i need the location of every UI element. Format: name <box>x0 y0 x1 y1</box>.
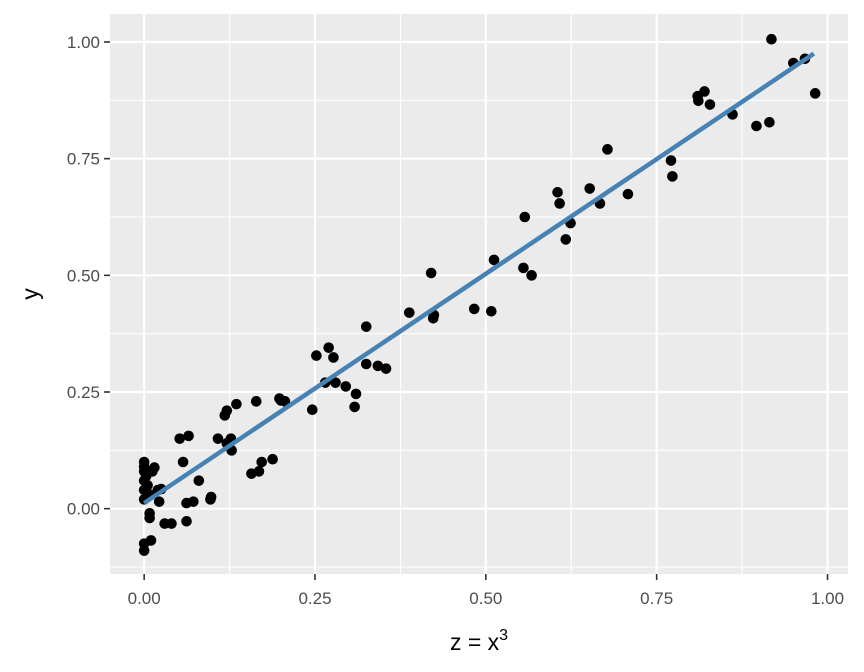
data-point <box>372 360 384 372</box>
x-tick-label: 0.50 <box>469 589 502 608</box>
data-point <box>699 86 710 97</box>
data-point <box>212 433 224 444</box>
data-point <box>231 398 242 410</box>
y-axis-title: y <box>17 288 43 300</box>
data-point <box>253 466 265 477</box>
data-point <box>488 254 500 266</box>
plot-panel <box>110 14 848 574</box>
data-point <box>554 198 565 209</box>
data-point <box>193 475 205 486</box>
data-point <box>667 171 678 182</box>
data-point <box>177 456 189 468</box>
fit-line-layer <box>142 51 816 505</box>
data-point <box>518 262 529 274</box>
y-tick-label: 0.50 <box>67 266 100 285</box>
data-point <box>693 95 704 107</box>
data-point <box>267 453 278 465</box>
data-point <box>404 307 415 318</box>
y-tick-label: 0.25 <box>67 383 100 402</box>
data-point <box>751 120 762 132</box>
data-point <box>323 342 334 353</box>
data-point <box>279 396 291 407</box>
y-tick-label: 0.75 <box>67 150 100 169</box>
data-point <box>764 116 775 128</box>
data-point <box>468 303 480 315</box>
x-tick-label: 0.75 <box>640 589 673 608</box>
data-point <box>552 186 563 198</box>
data-point <box>166 518 177 529</box>
data-point <box>526 270 537 281</box>
data-point <box>181 515 192 527</box>
data-point <box>584 183 595 194</box>
x-axis-title-superscript: 3 <box>499 627 508 644</box>
data-point <box>622 188 634 200</box>
data-point <box>306 404 318 416</box>
x-axis-title-main: z = x <box>450 629 500 655</box>
data-point <box>144 512 155 524</box>
x-tick-label: 0.00 <box>128 589 161 608</box>
data-point <box>766 33 777 45</box>
data-point <box>183 430 194 442</box>
y-tick-label: 1.00 <box>67 33 100 52</box>
data-point <box>349 401 360 413</box>
data-point <box>174 433 185 444</box>
y-axis-ticks: 0.00 0.25 0.50 0.75 1.00 <box>67 33 110 519</box>
x-axis-ticks: 0.00 0.25 0.50 0.75 1.00 <box>128 574 844 608</box>
major-gridlines <box>110 14 848 574</box>
data-point <box>145 535 157 546</box>
data-point <box>256 456 268 468</box>
data-point <box>704 99 716 110</box>
data-point <box>602 144 613 155</box>
data-point <box>205 491 217 503</box>
data-point <box>153 496 165 507</box>
x-tick-label: 0.25 <box>298 589 331 608</box>
data-point <box>809 88 821 99</box>
data-point <box>519 211 531 223</box>
data-point <box>425 267 437 279</box>
data-point <box>486 305 497 317</box>
data-point <box>350 388 362 400</box>
data-point <box>340 381 352 392</box>
data-point <box>328 352 339 363</box>
x-axis-title: z = x3 <box>450 627 508 655</box>
data-point <box>250 396 262 407</box>
data-point <box>149 462 160 473</box>
fit-line <box>142 51 816 505</box>
data-point <box>380 363 392 374</box>
x-tick-label: 1.00 <box>811 589 844 608</box>
data-point <box>138 545 150 556</box>
data-point <box>221 405 233 416</box>
data-point <box>311 350 322 361</box>
data-point <box>330 377 341 388</box>
data-point <box>665 155 677 166</box>
data-point <box>560 234 572 245</box>
data-point <box>360 321 372 332</box>
data-point <box>142 480 153 491</box>
y-tick-label: 0.00 <box>67 500 100 519</box>
data-point <box>188 496 199 507</box>
data-point <box>360 358 372 370</box>
